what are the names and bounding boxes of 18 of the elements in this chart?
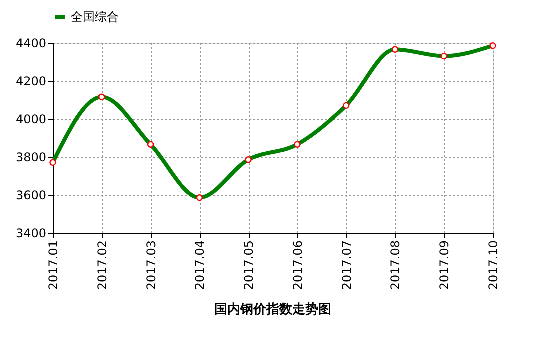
y-tick-label: 3600: [16, 188, 46, 202]
legend-label: 全国综合: [71, 10, 119, 24]
x-tick-label: 2017.04: [193, 240, 208, 290]
x-tick-label: 2017.08: [388, 240, 403, 290]
text: 国内钢价指数走势图: [214, 302, 332, 318]
x-tick-label: 2017.09: [438, 240, 452, 290]
x-tick-label: 2017.02: [95, 240, 110, 290]
y-tick-label: 3400: [16, 226, 46, 240]
y-tick-label: 4000: [16, 112, 46, 126]
x-tick-label: 2017.01: [46, 240, 60, 290]
x-tick-label: 2017.03: [144, 240, 158, 290]
x-tick-label: 2017.10: [486, 240, 500, 290]
x-tick-label: 2017.07: [340, 240, 354, 290]
x-tick-label: 2017.06: [290, 240, 305, 290]
y-tick-label: 4400: [16, 36, 46, 50]
y-tick-label: 3800: [16, 150, 46, 164]
x-tick-label: 2017.05: [242, 240, 256, 290]
y-tick-label: 4200: [16, 74, 46, 88]
